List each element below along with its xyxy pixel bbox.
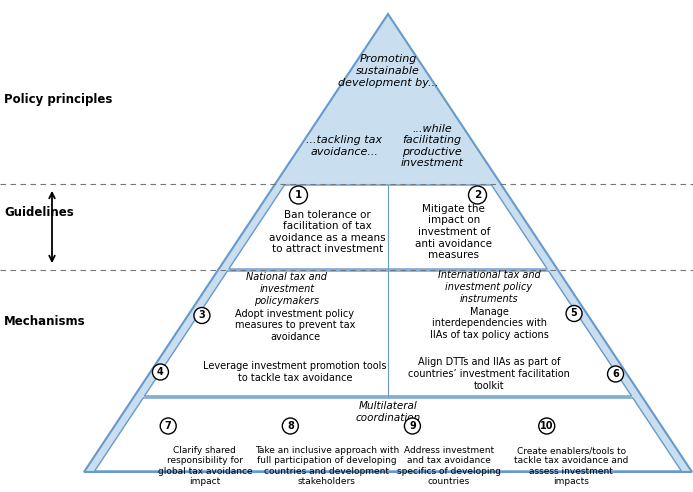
Circle shape [468, 186, 486, 204]
Text: Policy principles: Policy principles [4, 92, 112, 105]
Text: Promoting
sustainable
development by...: Promoting sustainable development by... [337, 55, 438, 88]
Circle shape [290, 186, 308, 204]
Polygon shape [95, 398, 681, 471]
Text: Align DTTs and IIAs as part of
countries’ investment facilitation
toolkit: Align DTTs and IIAs as part of countries… [408, 357, 570, 391]
Text: 3: 3 [199, 310, 205, 320]
Text: International tax and
investment policy
instruments: International tax and investment policy … [438, 271, 541, 304]
Text: ...while
facilitating
productive
investment: ...while facilitating productive investm… [401, 123, 463, 168]
Text: 9: 9 [409, 421, 416, 431]
Polygon shape [84, 14, 692, 472]
Text: Clarify shared
responsibility for
global tax avoidance
impact: Clarify shared responsibility for global… [157, 446, 252, 486]
Text: Leverage investment promotion tools
to tackle tax avoidance: Leverage investment promotion tools to t… [203, 361, 387, 383]
Text: Multilateral
coordination: Multilateral coordination [356, 401, 421, 423]
Text: 7: 7 [165, 421, 172, 431]
Circle shape [160, 418, 176, 434]
Text: Manage
interdependencies with
IIAs of tax policy actions: Manage interdependencies with IIAs of ta… [430, 307, 548, 340]
Polygon shape [229, 185, 547, 269]
Circle shape [152, 364, 168, 380]
Text: Take an inclusive approach with
full participation of developing
countries and d: Take an inclusive approach with full par… [255, 446, 399, 486]
Text: Guidelines: Guidelines [4, 207, 73, 219]
Text: Create enablers/tools to
tackle tax avoidance and
assess investment
impacts: Create enablers/tools to tackle tax avoi… [514, 446, 629, 486]
Text: ...tackling tax
avoidance...: ...tackling tax avoidance... [306, 135, 383, 157]
Text: 8: 8 [287, 421, 294, 431]
Circle shape [608, 366, 624, 382]
Circle shape [282, 418, 298, 434]
Text: 1: 1 [295, 190, 302, 200]
Text: Adopt investment policy
measures to prevent tax
avoidance: Adopt investment policy measures to prev… [235, 309, 355, 342]
Text: 10: 10 [540, 421, 554, 431]
Text: Mitigate the
impact on
investment of
anti avoidance
measures: Mitigate the impact on investment of ant… [415, 204, 492, 260]
Text: 6: 6 [612, 369, 619, 379]
Text: Ban tolerance or
facilitation of tax
avoidance as a means
to attract investment: Ban tolerance or facilitation of tax avo… [269, 210, 385, 254]
Text: Address investment
and tax avoidance
specifics of developing
countries: Address investment and tax avoidance spe… [397, 446, 501, 486]
Polygon shape [144, 271, 631, 396]
Text: 2: 2 [474, 190, 481, 200]
Circle shape [405, 418, 421, 434]
Text: 4: 4 [157, 367, 164, 377]
Text: 5: 5 [571, 308, 577, 318]
Text: National tax and
investment
policymakers: National tax and investment policymakers [247, 273, 328, 306]
Text: Mechanisms: Mechanisms [4, 315, 86, 328]
Circle shape [538, 418, 554, 434]
Circle shape [566, 306, 582, 321]
Circle shape [194, 308, 210, 324]
